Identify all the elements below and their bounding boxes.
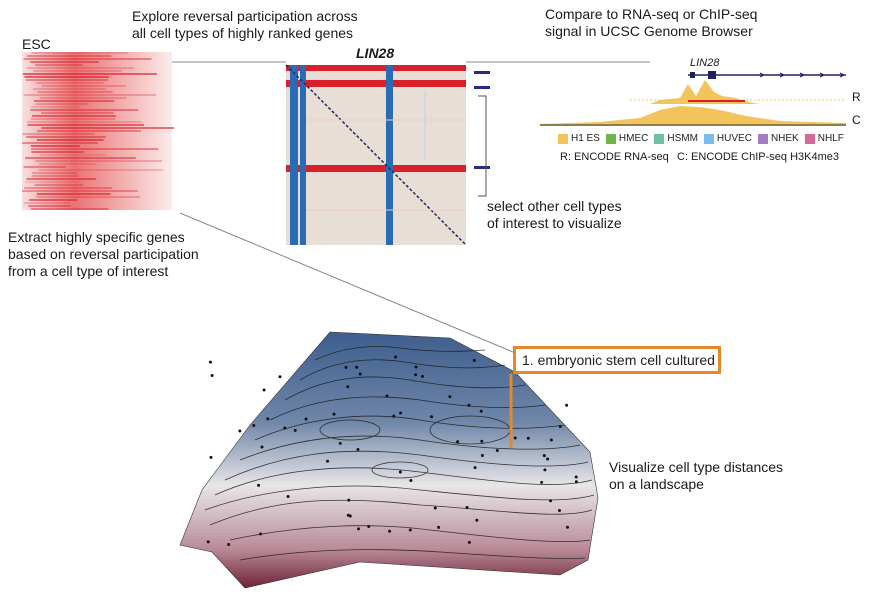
compare-text: Compare to RNA-seq or ChIP-seq signal in…	[545, 6, 757, 40]
explore-text: Explore reversal participation across al…	[132, 8, 358, 42]
extract-line-3: from a cell type of interest	[8, 263, 169, 279]
legend-label: HSMM	[667, 133, 698, 144]
legend-label: HMEC	[618, 133, 649, 144]
legend-item: H1 ES	[558, 133, 600, 144]
legend-label: NHLF	[817, 133, 844, 144]
legend-swatch	[654, 133, 665, 144]
track-c-label: C	[852, 113, 861, 127]
explore-line-1: Explore reversal participation across	[132, 8, 358, 24]
legend-note-r: R: ENCODE RNA-seq	[560, 151, 669, 163]
compare-line-2: signal in UCSC Genome Browser	[545, 23, 753, 39]
legend-swatch	[558, 133, 568, 144]
gene-track-label: LIN28	[690, 57, 720, 69]
legend-note-c: C: ENCODE ChIP-seq H3K4me3	[677, 151, 839, 163]
legend-swatch	[757, 133, 768, 144]
visualize-text: Visualize cell type distances on a lands…	[609, 459, 783, 493]
extract-line-2: based on reversal participation	[8, 246, 199, 262]
legend-item: NHLF	[804, 133, 844, 144]
legend-label: HUVEC	[716, 133, 752, 144]
reversal-matrix	[285, 64, 467, 246]
select-text: select other cell types of interest to v…	[487, 198, 622, 232]
extract-text: Extract highly specific genes based on r…	[8, 229, 199, 280]
legend-swatch	[804, 133, 815, 144]
esc-label: ESC	[22, 36, 51, 52]
legend-item: HSMM	[654, 133, 698, 144]
compare-line-1: Compare to RNA-seq or ChIP-seq	[545, 6, 758, 22]
select-line-2: of interest to visualize	[487, 215, 622, 231]
gene-title: LIN28	[356, 45, 395, 61]
landscape	[179, 331, 599, 589]
legend-item: NHEK	[757, 133, 799, 144]
legend: H1 ES HMEC HSMM HUVEC NHEK NHLF	[558, 133, 844, 144]
legend-swatch	[605, 133, 616, 144]
visualize-line-2: on a landscape	[609, 476, 704, 492]
callout-box: 1. embryonic stem cell cultured	[513, 346, 721, 374]
legend-label: H1 ES	[571, 133, 600, 144]
legend-item: HMEC	[605, 133, 649, 144]
track-r-label: R	[852, 90, 861, 104]
legend-label: NHEK	[770, 133, 799, 144]
genome-browser	[540, 71, 846, 126]
select-line-1: select other cell types	[487, 198, 622, 214]
extract-line-1: Extract highly specific genes	[8, 229, 185, 245]
legend-item: HUVEC	[703, 133, 752, 144]
esc-heatmap	[22, 52, 175, 210]
visualize-line-1: Visualize cell type distances	[609, 459, 784, 475]
legend-swatch	[703, 133, 714, 144]
explore-line-2: all cell types of highly ranked genes	[132, 25, 354, 41]
